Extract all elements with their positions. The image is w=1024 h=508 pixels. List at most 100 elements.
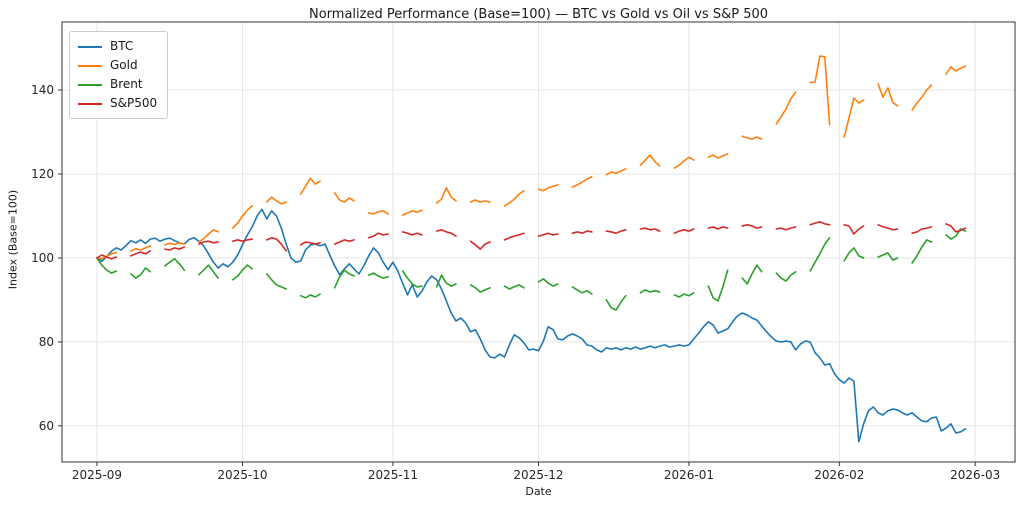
- series-line-gold: [741, 135, 763, 140]
- x-tick-label: 2026-01: [664, 468, 714, 482]
- series-line-sp500: [707, 226, 729, 230]
- series-line-gold: [571, 176, 593, 188]
- series-line-sp500: [367, 232, 389, 239]
- series-line-brent: [605, 294, 627, 311]
- series-line-sp500: [503, 232, 525, 241]
- series-line-gold: [775, 91, 797, 125]
- series-line-sp500: [299, 241, 321, 246]
- legend-item-sp500: S&P500: [78, 94, 157, 113]
- series-line-brent: [232, 264, 253, 281]
- legend-label: BTC: [110, 39, 134, 53]
- series-line-gold: [945, 65, 967, 75]
- series-line-sp500: [673, 228, 695, 234]
- legend-swatch: [78, 64, 102, 67]
- series-line-sp500: [96, 254, 118, 260]
- series-line-gold: [877, 83, 899, 107]
- series-line-sp500: [571, 230, 593, 234]
- series-line-brent: [130, 267, 152, 279]
- series-line-sp500: [945, 223, 967, 233]
- series-line-sp500: [469, 240, 491, 250]
- series-line-gold: [198, 229, 219, 243]
- series-line-gold: [843, 97, 865, 138]
- chart-title: Normalized Performance (Base=100) — BTC …: [308, 7, 769, 22]
- series-line-brent: [333, 269, 355, 289]
- series-line-brent: [299, 293, 321, 299]
- x-tick-label: 2025-09: [72, 468, 122, 482]
- series-line-brent: [775, 270, 797, 282]
- series-line-gold: [164, 242, 186, 246]
- series-line-brent: [945, 228, 967, 240]
- series-line-brent: [198, 264, 219, 279]
- series-line-sp500: [741, 224, 763, 229]
- x-tick-label: 2026-02: [814, 468, 864, 482]
- series-line-sp500: [843, 224, 865, 235]
- series-line-brent: [401, 270, 423, 288]
- series-line-brent: [673, 291, 695, 298]
- series-line-sp500: [877, 224, 899, 231]
- series-line-sp500: [911, 226, 933, 234]
- series-line-brent: [571, 286, 593, 295]
- series-line-sp500: [605, 229, 627, 234]
- series-line-brent: [367, 272, 389, 279]
- series-line-gold: [265, 196, 288, 205]
- series-line-sp500: [435, 229, 457, 237]
- series-line-gold: [809, 55, 831, 126]
- x-axis-label: Date: [525, 485, 552, 498]
- legend-item-brent: Brent: [78, 75, 157, 94]
- legend-swatch: [78, 45, 102, 48]
- series-line-sp500: [639, 227, 661, 232]
- x-tick-label: 2026-03: [950, 468, 1000, 482]
- series-line-brent: [707, 269, 729, 302]
- series-line-brent: [164, 257, 186, 271]
- legend-swatch: [78, 102, 102, 105]
- x-tick-label: 2025-12: [513, 468, 563, 482]
- series-line-gold: [299, 177, 321, 195]
- legend-item-gold: Gold: [78, 56, 157, 75]
- series-line-sp500: [130, 250, 152, 257]
- y-tick-label: 80: [39, 335, 54, 349]
- series-line-gold: [503, 190, 525, 207]
- x-tick-label: 2025-10: [217, 468, 267, 482]
- series-line-brent: [843, 247, 865, 262]
- series-line-sp500: [775, 226, 797, 231]
- series-line-sp500: [232, 238, 253, 242]
- series-line-btc: [96, 208, 967, 443]
- series-line-brent: [96, 257, 118, 274]
- series-line-sp500: [198, 240, 219, 245]
- legend-label: Gold: [110, 58, 138, 72]
- legend-label: Brent: [110, 77, 143, 91]
- legend-swatch: [78, 83, 102, 86]
- series-line-sp500: [537, 232, 559, 237]
- series-line-brent: [877, 252, 899, 261]
- series-line-brent: [741, 264, 763, 285]
- series-line-sp500: [809, 221, 831, 226]
- series-line-sp500: [265, 237, 288, 252]
- y-tick-label: 120: [31, 167, 54, 181]
- series-line-brent: [809, 237, 831, 272]
- series-line-gold: [367, 210, 389, 215]
- legend-label: S&P500: [110, 96, 158, 110]
- series-line-brent: [911, 239, 933, 264]
- legend-item-btc: BTC: [78, 37, 157, 56]
- series-line-gold: [707, 153, 729, 159]
- series-line-sp500: [333, 239, 355, 245]
- series-line-gold: [605, 168, 627, 176]
- series-line-gold: [469, 199, 491, 203]
- y-tick-label: 140: [31, 83, 54, 97]
- y-tick-label: 60: [39, 419, 54, 433]
- series-line-gold: [333, 192, 355, 203]
- series-line-brent: [503, 283, 525, 290]
- series-line-brent: [265, 273, 288, 290]
- series-line-brent: [469, 283, 491, 293]
- series-line-gold: [537, 184, 559, 192]
- series-line-brent: [537, 278, 559, 287]
- x-tick-label: 2025-11: [368, 468, 418, 482]
- series-line-brent: [435, 274, 457, 288]
- series-line-gold: [911, 84, 933, 111]
- series-line-gold: [401, 209, 423, 216]
- series-line-gold: [673, 156, 695, 169]
- series-line-sp500: [164, 246, 186, 251]
- series-line-brent: [639, 289, 661, 294]
